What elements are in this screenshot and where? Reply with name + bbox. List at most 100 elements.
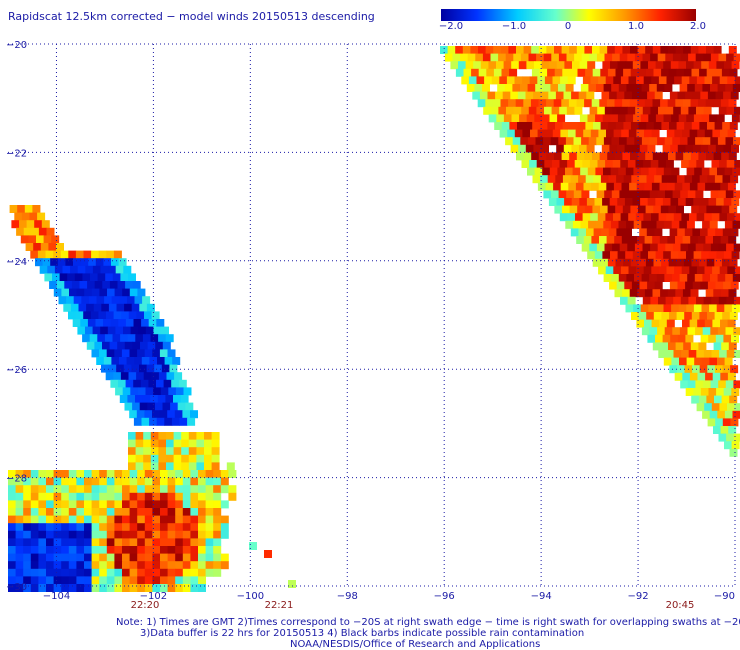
wind-difference-cell [651,266,660,275]
wind-difference-cell [595,220,604,229]
wind-difference-cell [693,198,702,206]
wind-difference-cell [731,198,740,206]
wind-difference-cell [150,447,159,456]
wind-difference-cell [106,515,115,524]
wind-difference-cell [137,470,146,478]
wind-difference-cell [647,281,656,290]
wind-difference-cell [84,508,92,516]
wind-difference-cell [15,492,24,501]
wind-difference-cell [485,46,494,54]
wind-difference-cell [701,357,710,366]
wind-difference-cell [95,319,104,327]
wind-difference-cell [630,46,638,54]
wind-difference-cell [581,137,590,146]
wind-difference-cell [711,296,720,305]
wind-difference-cell [558,137,567,146]
wind-difference-cell [640,198,649,206]
wind-difference-cell [32,205,41,213]
wind-difference-cell [68,553,77,562]
wind-difference-cell [644,129,652,138]
wind-difference-cell [578,175,587,184]
wind-difference-cell [546,46,555,54]
wind-difference-cell [715,334,724,343]
wind-difference-cell [70,265,79,274]
wind-difference-cell [642,190,651,199]
wind-difference-cell [688,243,697,252]
wind-difference-cell [46,568,54,577]
wind-difference-cell [105,273,114,282]
wind-difference-cell [624,281,633,290]
wind-difference-cell [74,273,83,282]
wind-difference-cell [96,296,105,305]
wind-difference-cell [723,388,732,396]
wind-difference-cell [46,227,55,236]
wind-difference-cell [547,122,556,130]
wind-difference-cell [714,365,723,374]
wind-difference-cell [657,53,666,62]
wind-difference-cell [696,76,705,85]
wind-difference-cell [120,273,129,282]
wind-difference-cell [30,584,39,592]
wind-difference-cell [57,258,66,267]
wind-difference-cell [718,380,727,389]
wind-difference-cell [220,485,229,494]
wind-difference-cell [642,243,651,252]
wind-difference-cell [644,289,653,298]
wind-difference-cell [592,152,600,161]
wind-difference-cell [535,137,544,146]
wind-difference-cell [637,46,646,54]
wind-difference-cell [659,182,668,191]
wind-difference-cell [536,106,545,115]
wind-difference-cell [732,167,740,176]
wind-difference-cell [609,91,618,100]
wind-difference-cell [732,84,740,92]
wind-difference-cell [712,266,721,275]
wind-difference-cell [604,106,613,115]
latitude-tick-label: −30 [6,582,27,593]
wind-difference-cell [655,61,664,70]
wind-difference-cell [666,76,675,85]
wind-difference-cell [106,553,115,562]
wind-difference-cell [129,288,138,297]
wind-difference-cell [719,76,728,85]
wind-difference-cell [729,312,738,320]
wind-difference-cell [137,288,146,297]
wind-difference-cell [551,106,560,115]
wind-difference-cell [153,387,162,396]
wind-difference-cell [627,106,636,115]
wind-difference-cell [627,296,636,305]
wind-difference-cell [160,546,168,554]
wind-difference-cell [687,84,696,92]
wind-difference-cell [714,312,723,320]
wind-difference-cell [600,258,609,267]
wind-difference-cell [723,144,732,153]
wind-difference-cell [114,515,123,524]
wind-difference-cell [725,190,734,199]
wind-difference-cell [725,380,734,389]
wind-difference-cell [182,477,191,486]
wind-difference-cell [137,538,146,547]
wind-difference-cell [167,508,176,516]
wind-difference-cell [669,365,678,374]
wind-difference-cell [8,546,16,554]
wind-difference-cell [657,137,666,146]
wind-difference-cell [667,289,676,298]
wind-difference-cell [620,106,628,115]
wind-difference-cell [518,61,527,70]
wind-difference-cell [167,470,176,478]
wind-difference-cell [628,213,637,222]
wind-difference-cell [38,508,47,516]
wind-difference-cell [76,561,85,570]
wind-difference-cell [160,477,168,486]
wind-difference-cell [634,243,643,252]
wind-difference-cell [577,122,586,130]
wind-difference-cell [115,326,124,335]
wind-difference-cell [667,182,676,191]
wind-difference-cell [633,304,642,313]
wind-difference-cell [73,258,81,267]
wind-difference-cell [652,46,661,54]
wind-difference-cell [119,357,127,365]
wind-difference-cell [80,258,89,267]
wind-difference-cell [651,182,660,191]
wind-difference-cell [579,144,587,153]
